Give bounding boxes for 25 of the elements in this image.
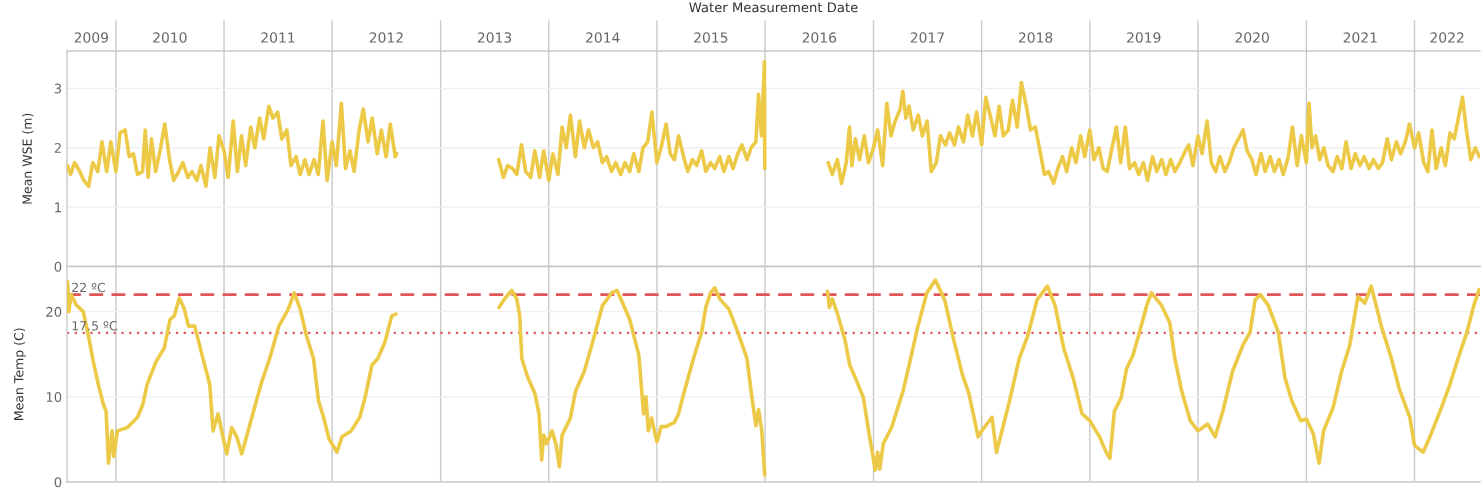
y-axis-title: Mean WSE (m) bbox=[22, 113, 34, 204]
x-tick-label: 2017 bbox=[910, 32, 944, 43]
x-tick-label: 2014 bbox=[586, 32, 620, 43]
y-tick-label: 1 bbox=[55, 202, 61, 213]
y-tick-label: 20 bbox=[46, 306, 62, 317]
x-tick-label: 2013 bbox=[477, 32, 512, 43]
x-tick-label: 2010 bbox=[153, 32, 187, 43]
y-tick-label: 0 bbox=[54, 261, 62, 272]
x-tick-label: 2021 bbox=[1343, 32, 1377, 43]
x-tick-label: 2012 bbox=[369, 32, 403, 43]
x-tick-label: 2018 bbox=[1018, 32, 1053, 43]
x-tick-label: 2015 bbox=[694, 32, 728, 43]
x-tick-label: 2009 bbox=[74, 32, 108, 43]
y-tick-label: 2 bbox=[54, 142, 61, 153]
x-tick-label: 2020 bbox=[1235, 32, 1269, 43]
ref-line-label: 22 ºC bbox=[72, 282, 106, 293]
x-tick-label: 2019 bbox=[1127, 32, 1161, 43]
y-tick-label: 0 bbox=[54, 477, 62, 488]
x-axis-title: Water Measurement Date bbox=[689, 2, 858, 13]
x-tick-label: 2016 bbox=[802, 32, 837, 43]
x-tick-label: 2022 bbox=[1430, 32, 1464, 43]
y-tick-label: 3 bbox=[54, 83, 62, 94]
y-axis-title: Mean Temp (C) bbox=[13, 328, 26, 420]
x-tick-label: 2011 bbox=[261, 32, 295, 43]
y-tick-label: 10 bbox=[46, 392, 62, 403]
